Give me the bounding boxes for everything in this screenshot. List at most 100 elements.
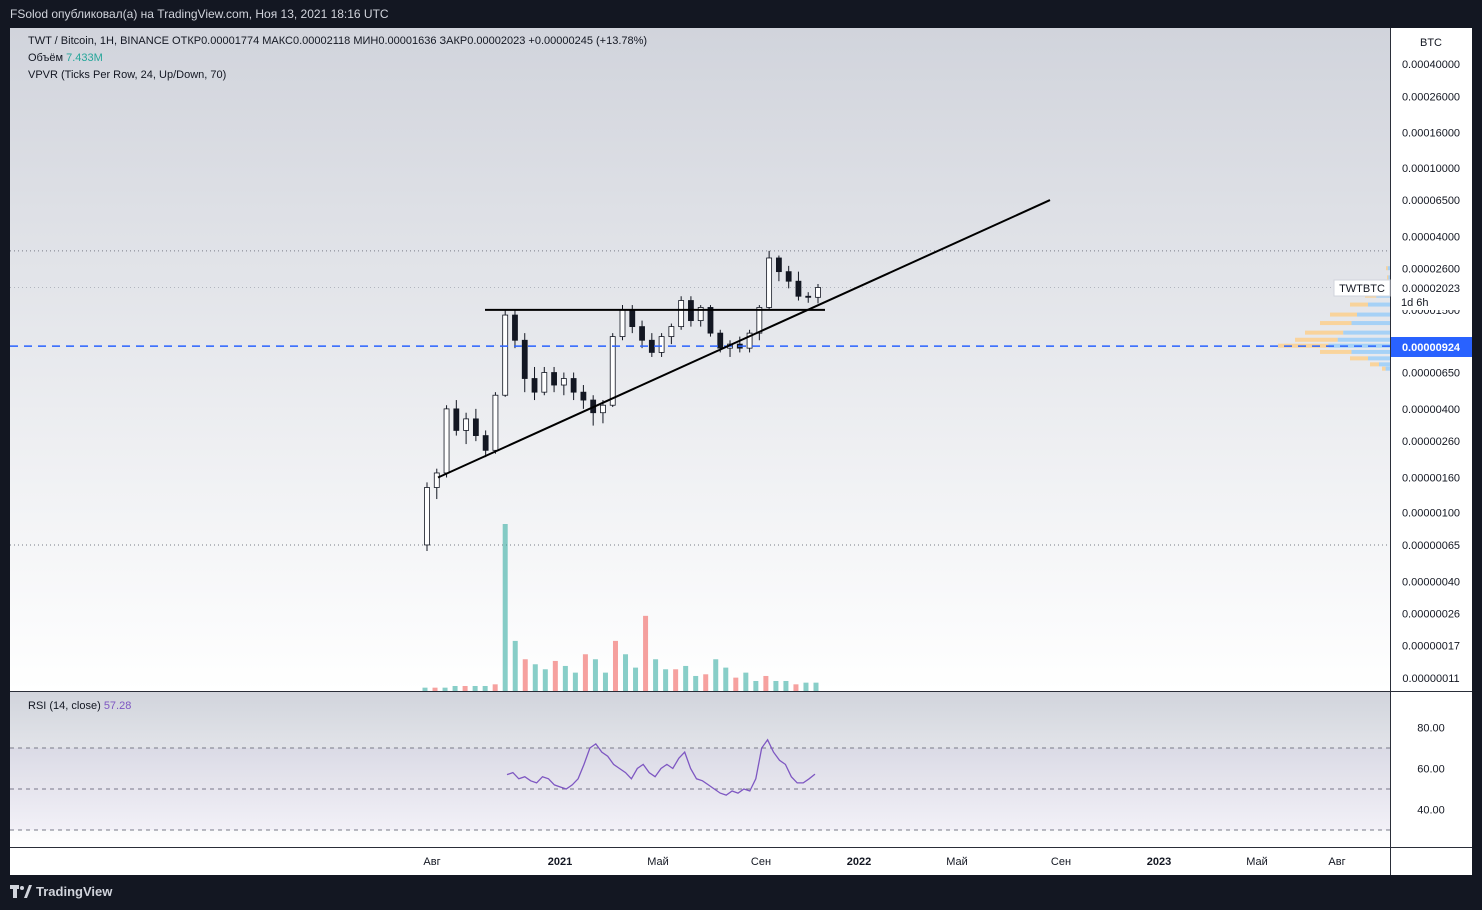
countdown: 1d 6h [1401, 297, 1429, 309]
time-tick-label: 2022 [847, 856, 871, 868]
time-tick-label: Авг [1328, 856, 1345, 868]
volume-bar [693, 675, 699, 691]
vpvr-down-row [1320, 321, 1352, 326]
candle [560, 372, 567, 396]
footer-brand: TradingView [36, 884, 113, 899]
price-tick-label: 0.00000017 [1402, 640, 1460, 652]
candle [463, 412, 470, 445]
rsi-band [10, 748, 1390, 830]
volume-bar [502, 524, 508, 691]
candle [795, 271, 802, 301]
candle-up [756, 307, 763, 334]
candle [815, 284, 821, 304]
candle [658, 333, 665, 357]
candle [512, 309, 518, 349]
volume-value: 7.433M [66, 52, 103, 64]
candle [580, 385, 587, 409]
support-trendline [437, 199, 1051, 479]
vpvr-line: VPVR (Ticks Per Row, 24, Up/Down, 70) [28, 69, 227, 81]
vpvr-down-row [1350, 356, 1368, 361]
candle-up [658, 336, 665, 353]
time-tick-label: Авг [423, 856, 440, 868]
drawings[interactable] [10, 199, 1390, 479]
chart-frame[interactable]: BTC 0.00040000 0.00026000 0.00016000 0.0001… [10, 28, 1472, 875]
volume-bar [743, 672, 749, 691]
volume-bar [562, 665, 568, 691]
time-tick-label: Сен [751, 856, 771, 868]
candle-up [424, 487, 430, 546]
candle [776, 255, 782, 282]
tradingview-logo[interactable]: TradingView [10, 884, 112, 899]
price-axis-bg[interactable] [1391, 28, 1472, 847]
candle [492, 392, 499, 454]
candle-down [776, 257, 782, 273]
candle [541, 366, 548, 396]
candle-up [697, 307, 704, 322]
candle-down [639, 326, 645, 341]
candle-up [443, 408, 450, 474]
volume-bar [763, 675, 769, 691]
candle-up [619, 309, 626, 338]
vpvr-down-row [1320, 349, 1352, 354]
price-tick-label: 0.00010000 [1402, 163, 1460, 175]
vpvr-legend[interactable]: VPVR (Ticks Per Row, 24, Up/Down, 70) [28, 69, 226, 81]
candle-up [678, 300, 685, 328]
time-axis-bg[interactable] [10, 848, 1472, 875]
time-tick-label: 2023 [1147, 856, 1171, 868]
vpvr-up-row [1388, 275, 1390, 280]
price-currency: BTC [1420, 37, 1442, 49]
price-tick-label: 0.00000011 [1402, 673, 1459, 685]
candle-up [609, 336, 616, 406]
chart-svg[interactable]: BTC 0.00040000 0.00026000 0.00016000 0.0001… [10, 28, 1472, 875]
candle-down [795, 280, 802, 297]
symbol-legend[interactable]: TWT / Bitcoin, 1H, BINANCE ОТКР0.0000177… [28, 35, 647, 47]
candle-up [746, 332, 753, 349]
volume-bar [492, 684, 498, 691]
candle-up [433, 472, 440, 488]
volume-bar [713, 659, 719, 691]
volume-bar [542, 669, 548, 691]
candle-down [805, 295, 812, 298]
volume-bar [532, 664, 538, 691]
candle [600, 400, 606, 424]
volume-bar [623, 654, 629, 691]
candle [472, 408, 479, 442]
candle [551, 366, 557, 393]
rsi-value: 57.28 [103, 700, 132, 712]
rsi-axis: 80.00 60.00 40.00 [1417, 723, 1445, 817]
candle-down [482, 435, 489, 451]
volume-bar [452, 685, 458, 691]
volume-bar [572, 672, 578, 691]
time-tick-label: Май [1246, 856, 1268, 868]
candle [502, 309, 509, 397]
vpvr-up-row [1351, 321, 1390, 326]
vpvr-up-row [1357, 312, 1390, 317]
volume-bar [773, 680, 779, 691]
vpvr-up-row [1337, 337, 1390, 342]
candle-down [629, 309, 636, 328]
volume-bar [633, 667, 639, 691]
candle-down [512, 314, 518, 341]
rsi-pane[interactable] [10, 692, 1390, 847]
volume-bar [793, 684, 799, 691]
candle [668, 323, 675, 345]
vpvr-down-row [1370, 362, 1379, 367]
candle-up [492, 394, 499, 451]
publish-bar: FSolod опубликовал(а) на TradingView.com… [0, 0, 1482, 28]
volume-bar [753, 680, 759, 691]
candle-down [472, 418, 479, 436]
volume-bar [592, 659, 598, 691]
price-tick-label: 0.00006500 [1402, 195, 1460, 207]
candle-up [600, 404, 606, 414]
volume-bar [432, 687, 438, 691]
volume-bar [612, 640, 618, 691]
publish-line: FSolod опубликовал(а) на TradingView.com… [10, 7, 389, 21]
time-axis[interactable]: Авг 2021 Май Сен 2022 Май Сен 2023 Май Авг [423, 856, 1345, 868]
volume-bar [422, 687, 428, 691]
volume-legend[interactable]: Объём 7.433M [28, 52, 103, 64]
rsi-legend[interactable]: RSI (14, close) 57.28 [28, 700, 131, 712]
time-tick-label: Сен [1051, 856, 1071, 868]
volume-bar [462, 685, 468, 691]
candle [639, 320, 645, 349]
vpvr-down-row [1305, 330, 1344, 335]
